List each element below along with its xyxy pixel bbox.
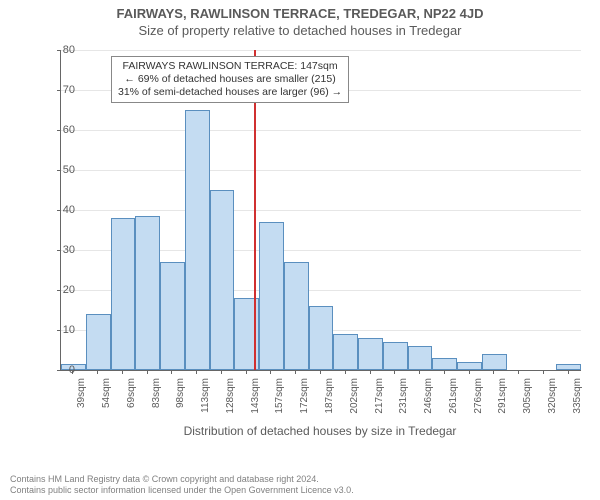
x-tick-label: 261sqm: [448, 378, 459, 414]
x-tick-mark: [419, 370, 420, 374]
x-axis-label: Distribution of detached houses by size …: [60, 424, 580, 438]
x-tick-mark: [394, 370, 395, 374]
histogram-bar: [160, 262, 185, 370]
x-tick-label: 69sqm: [126, 378, 137, 408]
y-tick-label: 0: [45, 364, 75, 376]
x-tick-label: 172sqm: [299, 378, 310, 414]
x-tick-label: 305sqm: [522, 378, 533, 414]
reference-annotation-box: FAIRWAYS RAWLINSON TERRACE: 147sqm ← 69%…: [111, 56, 349, 103]
y-tick-label: 60: [45, 124, 75, 136]
annotation-line-3: 31% of semi-detached houses are larger (…: [118, 86, 342, 99]
x-tick-label: 157sqm: [274, 378, 285, 414]
histogram-bar: [259, 222, 284, 370]
histogram-bar: [556, 364, 581, 370]
x-tick-mark: [469, 370, 470, 374]
y-tick-label: 30: [45, 244, 75, 256]
x-tick-mark: [171, 370, 172, 374]
histogram-bar: [185, 110, 210, 370]
x-tick-mark: [122, 370, 123, 374]
x-tick-mark: [370, 370, 371, 374]
attribution-footer: Contains HM Land Registry data © Crown c…: [10, 474, 354, 496]
annotation-line-2: ← 69% of detached houses are smaller (21…: [118, 73, 342, 86]
y-tick-label: 20: [45, 284, 75, 296]
plot-area: FAIRWAYS RAWLINSON TERRACE: 147sqm ← 69%…: [60, 50, 581, 371]
x-tick-label: 128sqm: [225, 378, 236, 414]
x-tick-mark: [345, 370, 346, 374]
x-axis-ticks: 39sqm 54sqm 69sqm 83sqm 98sqm 113sqm 128sqm 143…: [60, 372, 580, 432]
x-tick-mark: [246, 370, 247, 374]
x-tick-mark: [568, 370, 569, 374]
y-tick-label: 70: [45, 84, 75, 96]
histogram-bar: [383, 342, 408, 370]
x-tick-label: 39sqm: [76, 378, 87, 408]
x-tick-mark: [196, 370, 197, 374]
gridline: [61, 210, 581, 211]
histogram-bar: [135, 216, 160, 370]
x-tick-mark: [295, 370, 296, 374]
x-tick-label: 143sqm: [250, 378, 261, 414]
x-tick-label: 217sqm: [374, 378, 385, 414]
footer-line-1: Contains HM Land Registry data © Crown c…: [10, 474, 354, 485]
gridline: [61, 50, 581, 51]
x-tick-label: 202sqm: [349, 378, 360, 414]
chart-super-title: FAIRWAYS, RAWLINSON TERRACE, TREDEGAR, N…: [0, 0, 600, 21]
chart-sub-title: Size of property relative to detached ho…: [0, 21, 600, 38]
histogram-bar: [432, 358, 457, 370]
x-tick-label: 98sqm: [175, 378, 186, 408]
x-tick-mark: [97, 370, 98, 374]
y-tick-label: 50: [45, 164, 75, 176]
x-tick-mark: [320, 370, 321, 374]
footer-line-2: Contains public sector information licen…: [10, 485, 354, 496]
x-tick-mark: [147, 370, 148, 374]
x-tick-label: 83sqm: [151, 378, 162, 408]
annotation-line-1: FAIRWAYS RAWLINSON TERRACE: 147sqm: [118, 60, 342, 73]
x-tick-mark: [518, 370, 519, 374]
x-tick-label: 320sqm: [547, 378, 558, 414]
histogram-bar: [210, 190, 235, 370]
x-tick-label: 246sqm: [423, 378, 434, 414]
histogram-bar: [86, 314, 111, 370]
x-tick-label: 291sqm: [497, 378, 508, 414]
x-tick-label: 54sqm: [101, 378, 112, 408]
y-tick-label: 40: [45, 204, 75, 216]
x-tick-mark: [493, 370, 494, 374]
histogram-bar: [408, 346, 433, 370]
histogram-bar: [333, 334, 358, 370]
histogram-bar: [482, 354, 507, 370]
y-tick-label: 80: [45, 44, 75, 56]
histogram-bar: [284, 262, 309, 370]
x-tick-mark: [444, 370, 445, 374]
histogram-bar: [358, 338, 383, 370]
x-tick-mark: [270, 370, 271, 374]
x-tick-label: 187sqm: [324, 378, 335, 414]
chart-container: Number of detached properties FAIRWAYS R…: [0, 40, 600, 440]
x-tick-label: 113sqm: [200, 378, 211, 413]
x-tick-label: 231sqm: [398, 378, 409, 414]
gridline: [61, 170, 581, 171]
gridline: [61, 130, 581, 131]
x-tick-label: 335sqm: [572, 378, 583, 414]
y-tick-label: 10: [45, 324, 75, 336]
histogram-bar: [111, 218, 136, 370]
x-tick-label: 276sqm: [473, 378, 484, 414]
histogram-bar: [309, 306, 334, 370]
histogram-bar: [457, 362, 482, 370]
x-tick-mark: [221, 370, 222, 374]
x-tick-mark: [543, 370, 544, 374]
